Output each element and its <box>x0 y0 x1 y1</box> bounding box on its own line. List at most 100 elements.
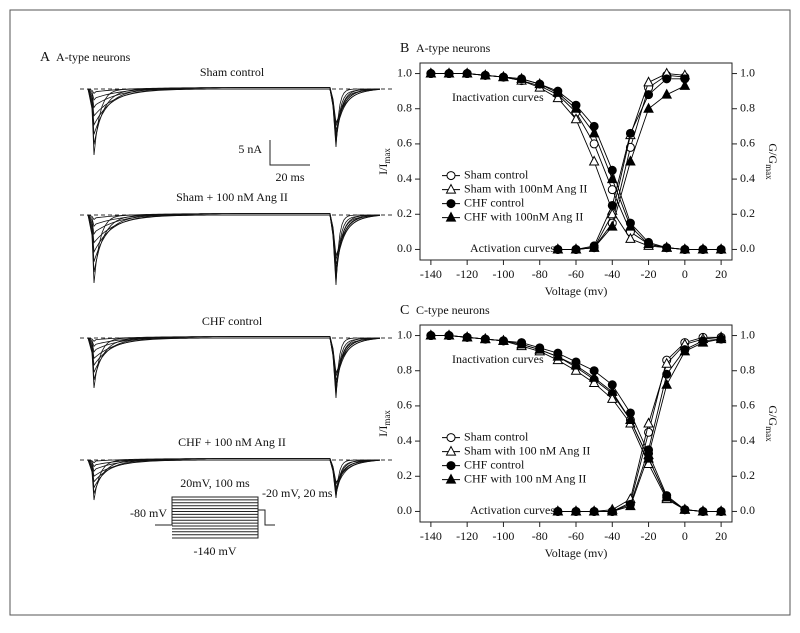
marker <box>516 72 527 83</box>
x-tick-label: -100 <box>492 529 514 543</box>
current-trace <box>87 213 381 265</box>
marker <box>461 331 473 342</box>
marker <box>479 333 491 344</box>
y2-tick-label: 0.8 <box>740 100 755 114</box>
y-tick-label: 0.2 <box>397 206 412 220</box>
legend-label: CHF with 100nM Ang II <box>464 209 583 223</box>
x-tick-label: 0 <box>682 529 688 543</box>
x-tick-label: 20 <box>715 529 727 543</box>
protocol-label: -20 mV, 20 ms <box>262 486 333 500</box>
panel-letter: A <box>40 50 51 65</box>
marker <box>570 505 582 516</box>
legend-marker <box>445 183 457 194</box>
x-tick-label: -120 <box>456 267 478 281</box>
current-trace <box>87 87 381 125</box>
current-trace <box>87 337 381 384</box>
protocol <box>155 496 275 539</box>
y2-tick-label: 1.0 <box>740 327 755 341</box>
protocol-label: 20mV, 100 ms <box>180 476 250 490</box>
legend-marker <box>445 473 457 484</box>
marker <box>697 505 709 516</box>
marker <box>625 413 636 424</box>
y-axis-label-main: I/I <box>376 426 390 437</box>
marker <box>607 200 617 210</box>
series-line <box>557 338 722 512</box>
y-tick-label: 0.0 <box>397 241 412 255</box>
marker <box>644 90 654 100</box>
y2-axis-label-main: G/G <box>766 143 780 164</box>
y2-tick-label: 1.0 <box>740 65 755 79</box>
marker <box>679 503 691 514</box>
x-tick-label: -120 <box>456 529 478 543</box>
legend-label: CHF with 100 nM Ang II <box>464 471 586 485</box>
y-tick-label: 1.0 <box>397 65 412 79</box>
y-tick-label: 0.8 <box>397 100 412 114</box>
x-tick-label: -40 <box>604 267 620 281</box>
marker <box>588 371 600 382</box>
marker <box>679 345 691 356</box>
marker <box>662 369 672 379</box>
marker <box>643 417 654 428</box>
trace-label: CHF control <box>202 314 263 328</box>
legend-label: CHF control <box>464 195 525 209</box>
y-tick-label: 0.0 <box>397 503 412 517</box>
legend-marker <box>445 445 457 456</box>
marker <box>588 505 600 516</box>
marker <box>425 329 437 340</box>
x-tick-label: -20 <box>641 529 657 543</box>
marker <box>479 69 491 80</box>
x-axis-label: Voltage (mv) <box>545 546 608 560</box>
marker <box>570 359 582 370</box>
y-tick-label: 0.4 <box>397 433 412 447</box>
marker <box>715 243 727 254</box>
marker <box>625 220 636 231</box>
marker <box>625 500 636 511</box>
marker <box>606 505 618 516</box>
x-tick-label: 0 <box>682 267 688 281</box>
marker <box>606 220 618 231</box>
y2-tick-label: 0.6 <box>740 398 755 412</box>
y2-axis-label-sub: max <box>764 164 774 180</box>
y-axis-label-sub: max <box>382 148 392 164</box>
marker <box>534 343 546 354</box>
marker <box>643 449 654 460</box>
marker <box>461 67 473 78</box>
marker <box>534 78 546 89</box>
protocol-line <box>172 497 259 539</box>
marker <box>498 334 509 345</box>
marker <box>552 350 564 361</box>
legend-label: Sham with 100 nM Ang II <box>464 443 590 457</box>
scale-current: 5 nA <box>238 142 262 156</box>
x-tick-label: 20 <box>715 267 727 281</box>
y2-tick-label: 0.8 <box>740 362 755 376</box>
current-trace <box>87 459 381 491</box>
marker <box>552 92 564 103</box>
x-axis-label: Voltage (mv) <box>545 284 608 298</box>
x-tick-label: -80 <box>532 529 548 543</box>
trace-label: Sham control <box>200 65 265 79</box>
marker <box>516 338 527 349</box>
marker <box>679 243 691 254</box>
x-tick-label: -80 <box>532 267 548 281</box>
marker <box>625 128 635 138</box>
legend-marker <box>446 171 456 181</box>
current-trace <box>87 88 381 134</box>
marker <box>606 392 618 403</box>
marker <box>425 67 437 78</box>
marker <box>661 378 673 389</box>
marker <box>661 88 673 99</box>
marker <box>443 329 455 340</box>
y2-tick-label: 0.2 <box>740 206 755 220</box>
marker <box>661 241 673 252</box>
current-trace <box>87 458 381 483</box>
legend-marker <box>446 199 456 209</box>
y-tick-label: 0.8 <box>397 362 412 376</box>
marker <box>697 336 709 347</box>
legend-label: Sham control <box>464 167 529 181</box>
y-tick-label: 0.2 <box>397 468 412 482</box>
marker <box>715 505 727 516</box>
marker <box>588 127 600 138</box>
y2-axis-label: G/Gmax <box>764 405 780 442</box>
protocol-label: -140 mV <box>194 544 237 558</box>
marker <box>588 376 600 388</box>
